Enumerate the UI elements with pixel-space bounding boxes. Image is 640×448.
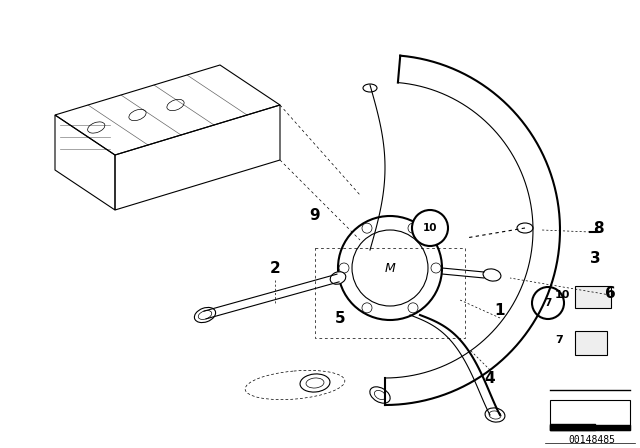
Circle shape (338, 216, 442, 320)
Text: M: M (385, 262, 396, 275)
Text: 1: 1 (495, 302, 505, 318)
Ellipse shape (330, 272, 346, 284)
Ellipse shape (300, 374, 330, 392)
Ellipse shape (195, 307, 216, 323)
Circle shape (362, 303, 372, 313)
Text: 2: 2 (269, 260, 280, 276)
Text: 7: 7 (544, 298, 552, 308)
FancyBboxPatch shape (575, 286, 611, 308)
Ellipse shape (370, 387, 390, 403)
Circle shape (412, 210, 448, 246)
Circle shape (339, 263, 349, 273)
Text: 8: 8 (593, 220, 604, 236)
Text: 10: 10 (423, 223, 437, 233)
Ellipse shape (517, 223, 533, 233)
Text: 5: 5 (335, 310, 346, 326)
Text: 3: 3 (589, 250, 600, 266)
Text: 6: 6 (605, 285, 616, 301)
Text: 00148485: 00148485 (568, 435, 616, 445)
Circle shape (362, 223, 372, 233)
Text: 9: 9 (310, 207, 320, 223)
Circle shape (408, 223, 418, 233)
Circle shape (532, 287, 564, 319)
Circle shape (408, 303, 418, 313)
Text: 4: 4 (484, 370, 495, 385)
Ellipse shape (483, 269, 501, 281)
Text: 10: 10 (555, 290, 570, 300)
Text: 7: 7 (555, 335, 563, 345)
Circle shape (431, 263, 441, 273)
FancyBboxPatch shape (575, 331, 607, 355)
Ellipse shape (485, 408, 505, 422)
